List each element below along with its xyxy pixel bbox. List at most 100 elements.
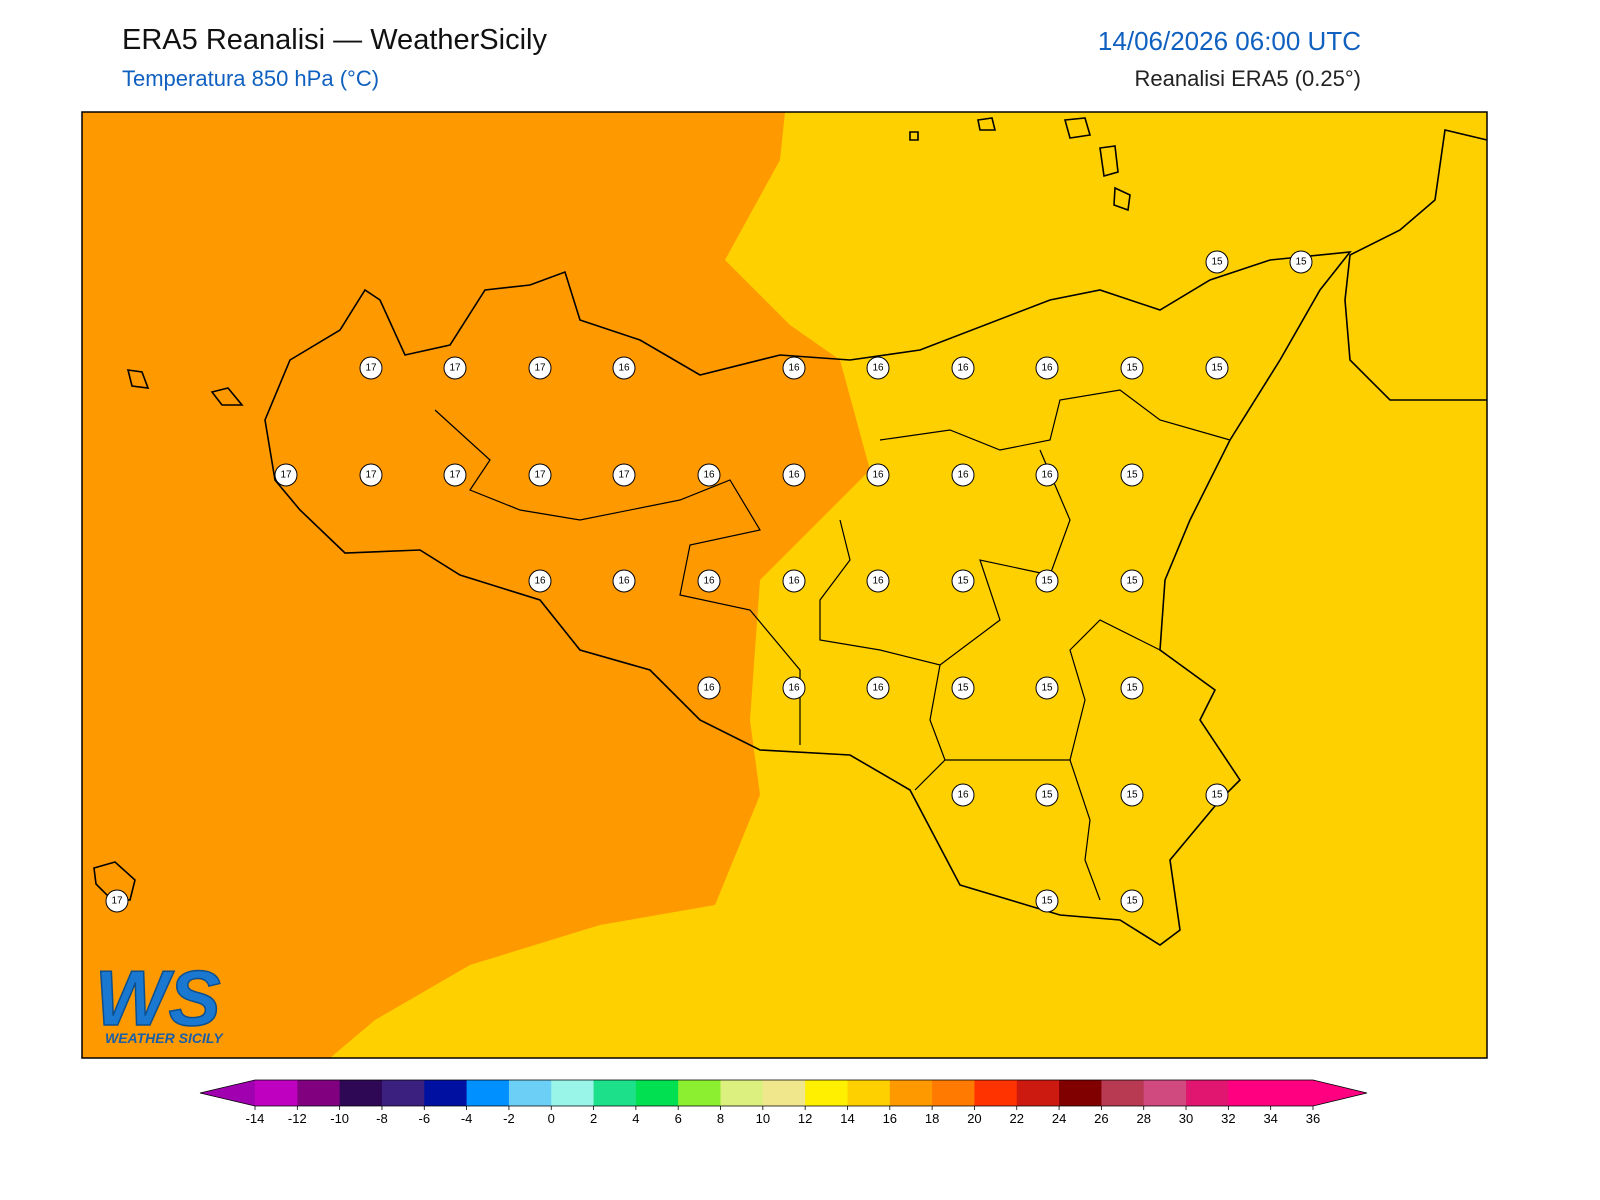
grid-value: 16 [872,470,884,481]
colorbar-tick-label: -12 [288,1111,307,1126]
grid-value: 16 [703,470,715,481]
grid-value: 15 [1126,576,1138,587]
grid-point [528,356,552,380]
grid-value: 15 [1126,790,1138,801]
grid-point [951,569,975,593]
grid-value: 17 [449,363,461,374]
sicily-coast [264,251,1352,946]
grid-value: 15 [1041,576,1053,587]
colorbar-bin [551,1080,595,1106]
field-16-18 [82,112,870,1058]
grid-point [612,569,636,593]
grid-point [105,889,129,913]
colorbar-bin [593,1080,637,1106]
grid-point [1120,676,1144,700]
colorbar-bin [1101,1080,1145,1106]
colorbar-bin [635,1080,679,1106]
colorbar-tick-label: 20 [967,1111,981,1126]
grid-value: 16 [1041,363,1053,374]
datetime: 14/06/2026 06:00 UTC [1097,26,1361,56]
grid-point [612,356,636,380]
grid-point [359,463,383,487]
grid-point [359,356,383,380]
grid-point [443,463,467,487]
grid-value: 15 [1041,896,1053,907]
grid-value: 15 [1211,257,1223,268]
colorbar-bin [466,1080,510,1106]
colorbar-tick-label: 14 [840,1111,854,1126]
colorbar-tick-label: 6 [675,1111,682,1126]
colorbar-bin [1228,1080,1272,1106]
colorbar-tick-label: -8 [376,1111,388,1126]
grid-point [951,463,975,487]
grid-point [697,676,721,700]
grid-point [866,356,890,380]
grid-point [866,676,890,700]
calabria-coast [1344,129,1488,401]
grid-point [528,569,552,593]
grid-value: 15 [1126,470,1138,481]
grid-point [782,569,806,593]
grid-value: 15 [1041,683,1053,694]
grid-point [1035,463,1059,487]
grid-value: 16 [618,576,630,587]
colorbar-bin [424,1080,468,1106]
islands [93,117,1131,901]
grid-value: 16 [872,683,884,694]
colorbar-under [200,1080,255,1106]
grid-value: 15 [1126,896,1138,907]
grid-point [1120,889,1144,913]
grid-value: 15 [1295,257,1307,268]
grid-value: 15 [957,683,969,694]
grid-point [1289,250,1313,274]
subtitle: Temperatura 850 hPa (°C) [122,66,380,91]
grid-point [1035,889,1059,913]
colorbar-tick-label: 4 [632,1111,639,1126]
grid-value: 16 [1041,470,1053,481]
colorbar-bin [1186,1080,1229,1106]
grid-point [1120,356,1144,380]
grid-value: 16 [788,576,800,587]
grid-value: 15 [1211,363,1223,374]
colorbar-bin [889,1080,933,1106]
colorbar-bin [932,1080,975,1106]
grid-point [274,463,298,487]
grid-value: 16 [957,363,969,374]
colorbar-tick-label: 12 [798,1111,812,1126]
colorbar-bin [381,1080,425,1106]
grid-value: 16 [957,790,969,801]
logo-mark: WS [95,954,221,1042]
colorbar-bin [720,1080,764,1106]
grid-value: 16 [872,363,884,374]
colorbar-bin [508,1080,552,1106]
colorbar-tick-label: 8 [717,1111,724,1126]
coastline [93,117,1488,946]
colorbar: -14 -12 -10 -8 -6 -4 -2 0 2 4 6 8 10 12 14 16 18 20 22 24 26… [199,1079,1368,1126]
grid-point [1205,356,1229,380]
source: Reanalisi ERA5 (0.25°) [1134,66,1361,91]
grid-value: 17 [534,470,546,481]
grid-point [1035,569,1059,593]
colorbar-tick-label: 26 [1094,1111,1108,1126]
colorbar-tick-label: 0 [548,1111,555,1126]
grid-value: 16 [957,470,969,481]
colorbar-tick-label: 2 [590,1111,597,1126]
grid-value: 15 [1041,790,1053,801]
grid-point [1035,356,1059,380]
grid-value: 17 [365,363,377,374]
grid-value: 16 [788,363,800,374]
grid-point [782,676,806,700]
grid-value: 16 [534,576,546,587]
grid-value: 15 [1126,363,1138,374]
grid-value: 17 [618,470,630,481]
colorbar-tick-label: 10 [756,1111,770,1126]
grid-point [1205,783,1229,807]
grid-point [1035,676,1059,700]
colorbar-tick-label: 18 [925,1111,939,1126]
grid-value: 16 [788,683,800,694]
grid-point [1205,250,1229,274]
grid-point [951,783,975,807]
colorbar-bin [1270,1080,1314,1106]
